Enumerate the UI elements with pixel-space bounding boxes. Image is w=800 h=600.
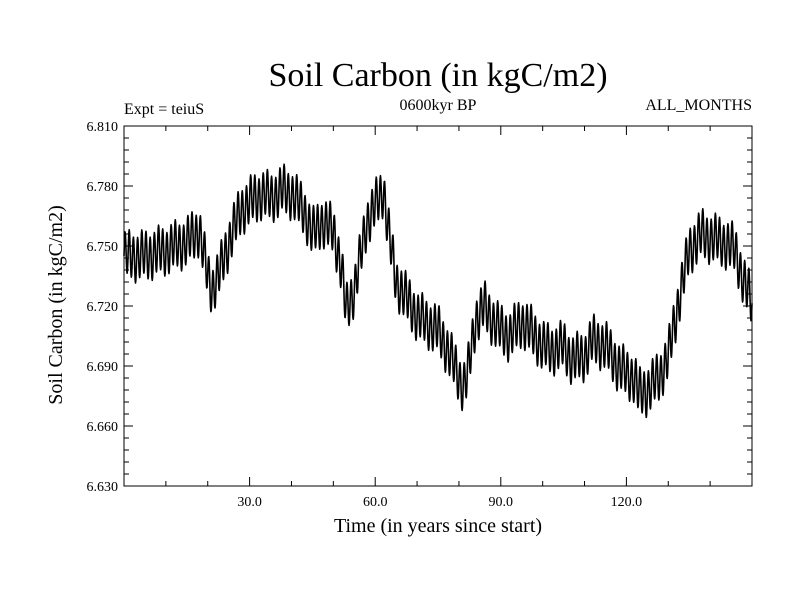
period-label: 0600kyr BP	[400, 97, 477, 114]
y-axis-label: Soil Carbon (in kgC/m2)	[45, 205, 67, 404]
y-tick-label: 6.630	[87, 480, 119, 495]
x-tick-label: 120.0	[611, 495, 643, 510]
series-line-soil-carbon	[123, 163, 753, 419]
y-tick-label: 6.810	[87, 120, 119, 135]
y-tick-label: 6.780	[87, 180, 119, 195]
y-axis-ticks: 6.630 6.660 6.690 6.720 6.750 6.780 6.810	[87, 120, 752, 495]
x-axis-ticks: 30.0 60.0 90.0 120.0	[165, 126, 711, 510]
plot-area	[123, 163, 753, 419]
months-label: ALL_MONTHS	[645, 97, 752, 114]
x-tick-label: 30.0	[237, 495, 262, 510]
chart-title: Soil Carbon (in kgC/m2)	[268, 57, 607, 94]
y-tick-label: 6.690	[87, 360, 119, 375]
x-tick-label: 90.0	[489, 495, 514, 510]
y-tick-label: 6.750	[87, 240, 119, 255]
y-tick-label: 6.660	[87, 420, 119, 435]
y-tick-label: 6.720	[87, 300, 119, 315]
x-tick-label: 60.0	[363, 495, 388, 510]
experiment-label: Expt = teiuS	[124, 101, 204, 118]
plot-frame	[123, 125, 753, 487]
x-axis-label: Time (in years since start)	[334, 515, 542, 537]
